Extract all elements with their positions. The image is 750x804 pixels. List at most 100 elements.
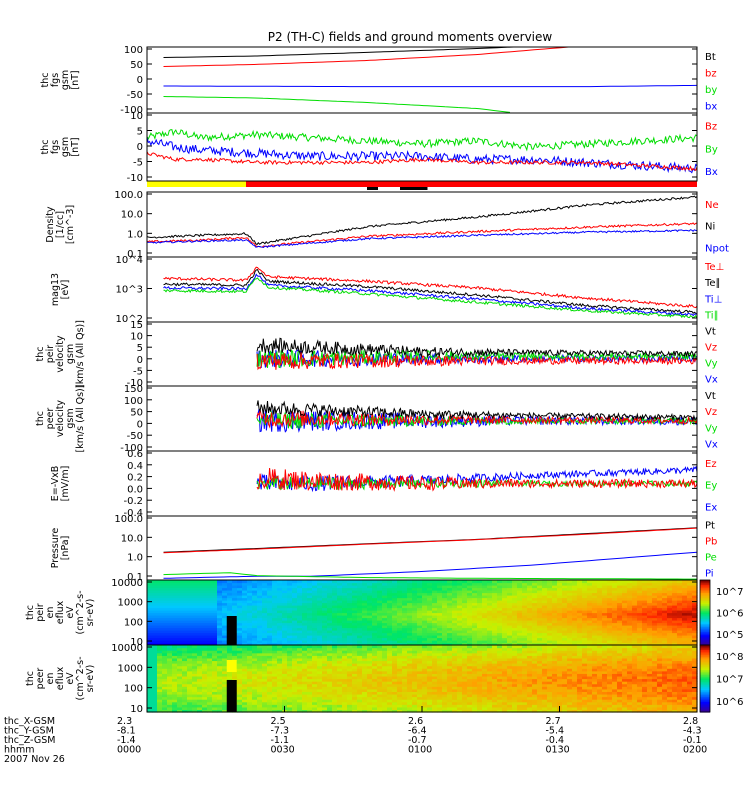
- heatmap-cell: [627, 602, 633, 606]
- heatmap-cell: [287, 683, 293, 687]
- heatmap-cell: [472, 673, 478, 677]
- heatmap-cell: [182, 627, 188, 631]
- heatmap-cell: [207, 650, 213, 654]
- heatmap-cell: [192, 582, 198, 586]
- heatmap-cell: [307, 645, 313, 649]
- heatmap-cell: [537, 585, 543, 589]
- heatmap-cell: [437, 602, 443, 606]
- heatmap-cell: [212, 607, 218, 611]
- heatmap-cell: [517, 709, 523, 713]
- heatmap-cell: [412, 704, 418, 708]
- heatmap-cell: [242, 635, 248, 639]
- heatmap-cell: [477, 683, 483, 687]
- heatmap-cell: [412, 688, 418, 692]
- heatmap-cell: [677, 602, 683, 606]
- legend-entry: Bt: [705, 52, 716, 63]
- series-line-Bz: [147, 151, 697, 172]
- heatmap-cell: [342, 607, 348, 611]
- heatmap-cell: [632, 592, 638, 596]
- heatmap-cell: [487, 592, 493, 596]
- heatmap-cell: [237, 597, 243, 601]
- heatmap-cell: [422, 605, 428, 609]
- heatmap-cell: [317, 665, 323, 669]
- heatmap-cell: [232, 595, 238, 599]
- heatmap-cell: [512, 585, 518, 589]
- colorbar-step: [700, 580, 710, 583]
- heatmap-cell: [362, 699, 368, 703]
- heatmap-cell: [352, 595, 358, 599]
- heatmap-cell: [237, 625, 243, 629]
- heatmap-cell: [427, 683, 433, 687]
- heatmap-cell: [402, 587, 408, 591]
- heatmap-cell: [532, 580, 538, 584]
- heatmap-cell: [267, 642, 273, 646]
- heatmap-cell: [157, 607, 163, 611]
- heatmap-cell: [507, 657, 513, 662]
- heatmap-cell: [637, 635, 643, 639]
- heatmap-cell: [282, 665, 288, 669]
- series-line-By: [147, 129, 697, 152]
- heatmap-cell: [377, 699, 383, 703]
- heatmap-cell: [217, 620, 223, 624]
- heatmap-cell: [682, 585, 688, 589]
- heatmap-cell: [347, 665, 353, 669]
- heatmap-cell: [267, 635, 273, 639]
- heatmap-cell: [197, 640, 203, 644]
- heatmap-cell: [502, 673, 508, 677]
- heatmap-cell: [382, 696, 388, 700]
- heatmap-cell: [662, 617, 668, 621]
- heatmap-cell: [417, 597, 423, 601]
- heatmap-cell: [197, 683, 203, 687]
- heatmap-cell: [527, 637, 533, 641]
- heatmap-cell: [432, 600, 438, 604]
- heatmap-cell: [652, 592, 658, 596]
- heatmap-cell: [362, 642, 368, 646]
- heatmap-cell: [157, 615, 163, 619]
- heatmap-cell: [287, 595, 293, 599]
- heatmap-cell: [327, 660, 333, 664]
- heatmap-cell: [272, 701, 278, 705]
- heatmap-cell: [157, 686, 163, 690]
- heatmap-cell: [647, 580, 653, 584]
- heatmap-cell: [217, 704, 223, 708]
- heatmap-cell: [547, 602, 553, 606]
- heatmap-cell: [332, 627, 338, 631]
- heatmap-cell: [482, 699, 488, 703]
- heatmap-cell: [652, 642, 658, 646]
- heatmap-cell: [347, 650, 353, 654]
- heatmap-cell: [437, 670, 443, 674]
- heatmap-cell: [317, 582, 323, 586]
- heatmap-cell: [252, 587, 258, 591]
- heatmap-cell: [332, 632, 338, 636]
- heatmap-cell: [432, 706, 438, 711]
- heatmap-cell: [432, 620, 438, 624]
- heatmap-cell: [312, 665, 318, 669]
- heatmap-cell: [397, 612, 403, 616]
- heatmap-cell: [487, 681, 493, 685]
- legend-entry: bz: [705, 68, 717, 79]
- heatmap-cell: [307, 670, 313, 674]
- heatmap-cell: [417, 645, 423, 649]
- y-tick-label: 0.2: [127, 473, 143, 484]
- heatmap-cell: [502, 663, 508, 667]
- heatmap-cell: [292, 605, 298, 609]
- heatmap-cell: [412, 675, 418, 680]
- heatmap-cell: [242, 647, 248, 651]
- heatmap-cell: [327, 642, 333, 646]
- heatmap-cell: [257, 704, 263, 708]
- heatmap-cell: [507, 612, 513, 616]
- heatmap-cell: [497, 607, 503, 611]
- heatmap-cell: [687, 627, 693, 631]
- heatmap-cell: [337, 681, 343, 685]
- heatmap-cell: [387, 610, 393, 614]
- heatmap-cell: [652, 625, 658, 629]
- heatmap-cell: [487, 691, 493, 695]
- heatmap-cell: [327, 650, 333, 654]
- heatmap-cell: [357, 686, 363, 690]
- heatmap-cell: [287, 673, 293, 677]
- heatmap-cell: [272, 627, 278, 631]
- heatmap-cell: [492, 645, 498, 649]
- heatmap-cell: [287, 615, 293, 619]
- heatmap-cell: [207, 612, 213, 616]
- heatmap-cell: [537, 612, 543, 616]
